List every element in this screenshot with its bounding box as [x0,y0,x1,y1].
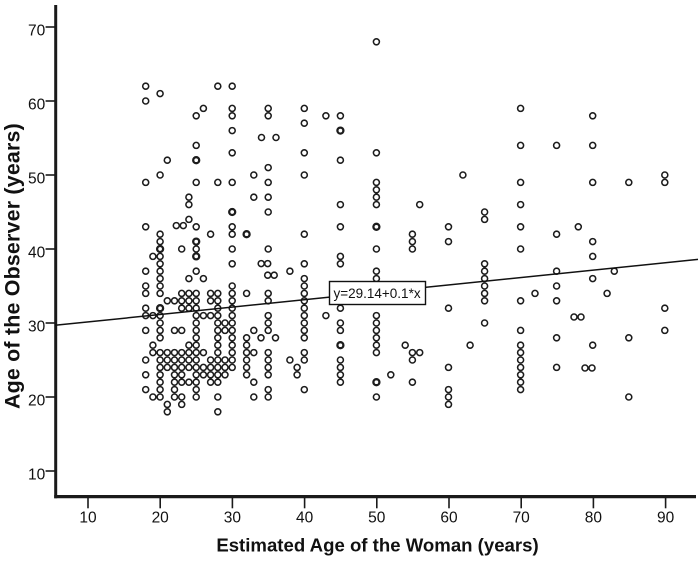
svg-text:50: 50 [368,510,386,527]
svg-text:30: 30 [28,318,46,335]
svg-text:20: 20 [28,392,46,409]
svg-text:60: 60 [440,510,458,527]
svg-text:80: 80 [585,510,603,527]
svg-text:40: 40 [296,510,314,527]
svg-text:10: 10 [79,510,97,527]
svg-text:70: 70 [28,22,46,39]
svg-text:30: 30 [224,510,242,527]
svg-text:10: 10 [28,466,46,483]
svg-text:50: 50 [28,170,46,187]
svg-text:y=29.14+0.1*x: y=29.14+0.1*x [334,286,421,301]
svg-text:40: 40 [28,244,46,261]
svg-text:60: 60 [28,96,46,113]
svg-text:70: 70 [513,510,531,527]
svg-text:Age of the Observer (years): Age of the Observer (years) [1,123,25,409]
svg-text:90: 90 [657,510,675,527]
svg-text:20: 20 [152,510,170,527]
svg-text:Estimated Age of the Woman (ye: Estimated Age of the Woman (years) [216,535,538,556]
